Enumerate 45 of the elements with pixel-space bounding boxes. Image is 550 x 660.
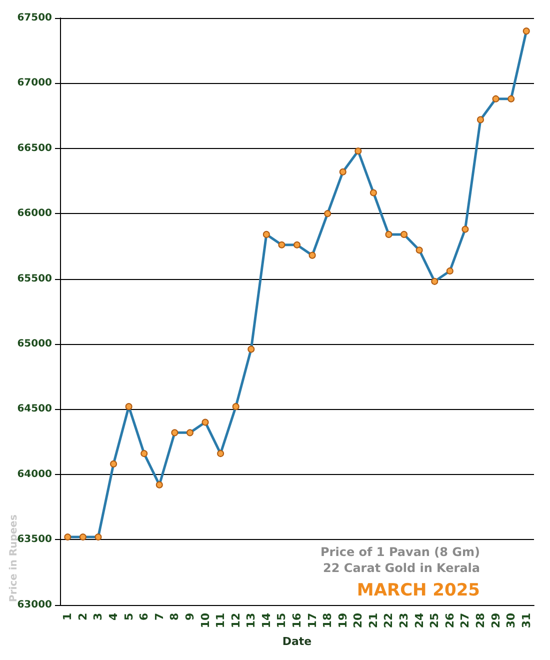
y-tick-label: 64000: [17, 468, 52, 480]
x-tick-label: 2: [76, 612, 90, 620]
x-tick-label: 21: [366, 612, 380, 628]
x-tick-label: 23: [398, 612, 411, 628]
x-tick-label: 18: [321, 612, 334, 628]
x-axis-title: Date: [282, 635, 312, 648]
x-tick-label: 22: [382, 612, 396, 628]
x-tick-label: 25: [428, 612, 442, 628]
y-tick-label: 67000: [17, 78, 52, 89]
x-tick-label: 30: [504, 612, 518, 628]
annotation: MARCH 2025: [356, 580, 480, 600]
x-tick-label: 16: [290, 612, 304, 628]
x-tick-label: 24: [412, 612, 426, 628]
x-tick-label: 26: [443, 612, 456, 628]
x-tick-label: 12: [229, 612, 242, 628]
x-tick-label: 3: [92, 612, 105, 620]
x-tick-label: 14: [260, 612, 273, 628]
x-tick-label: 7: [152, 612, 166, 620]
x-tick-label: 11: [214, 612, 228, 628]
y-tick-label: 65000: [17, 338, 52, 350]
x-tick-label: 29: [489, 612, 502, 628]
y-tick-label: 63000: [17, 599, 52, 610]
x-tick-label: 28: [474, 612, 487, 628]
y-tick-label: 65500: [17, 273, 52, 284]
x-tick-label: 20: [352, 612, 365, 628]
x-tick-label: 15: [275, 612, 288, 628]
x-tick-label: 9: [183, 612, 196, 620]
x-tick-label: 13: [244, 612, 258, 628]
x-tick-label: 6: [138, 612, 151, 620]
y-tick-label: 67500: [17, 12, 52, 24]
x-tick-label: 1: [61, 612, 74, 620]
x-tick-label: 19: [336, 612, 350, 628]
x-tick-label: 17: [306, 612, 319, 628]
x-tick-label: 31: [520, 612, 533, 628]
y-tick-label: 63500: [17, 534, 52, 546]
annotation: 22 Carat Gold in Kerala: [323, 561, 480, 575]
y-tick-label: 64500: [17, 404, 52, 415]
y-tick-label: 66000: [17, 208, 52, 220]
x-tick-label: 27: [458, 612, 472, 628]
x-tick-label: 10: [198, 612, 212, 628]
x-tick-label: 5: [122, 612, 136, 620]
annotation: Price of 1 Pavan (8 Gm): [320, 545, 480, 559]
x-tick-label: 8: [168, 612, 182, 620]
x-tick-label: 4: [107, 612, 120, 620]
y-tick-label: 66500: [17, 142, 52, 154]
